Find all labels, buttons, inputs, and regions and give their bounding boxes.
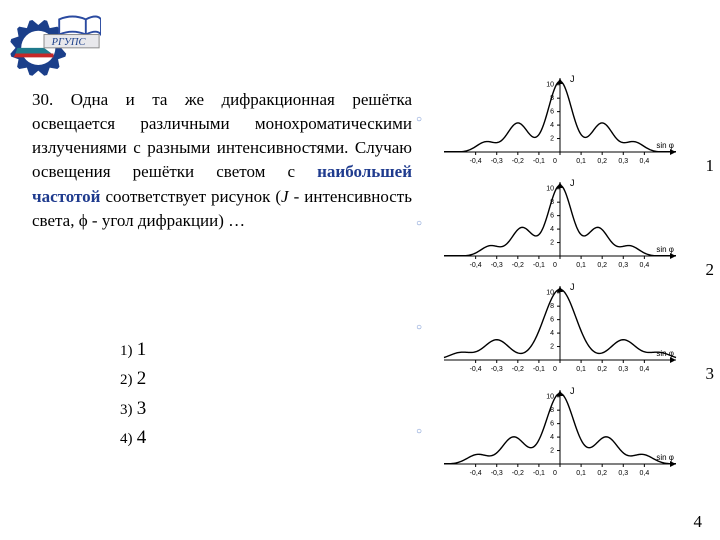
bullet-icon — [416, 114, 424, 122]
svg-text:0: 0 — [553, 470, 557, 477]
svg-text:4: 4 — [550, 226, 554, 233]
svg-text:0,1: 0,1 — [576, 158, 586, 165]
university-logo: РГУПС — [6, 6, 101, 84]
bullet-icon — [416, 322, 424, 330]
svg-text:-0,1: -0,1 — [533, 158, 545, 165]
svg-text:-0,2: -0,2 — [512, 470, 524, 477]
svg-text:10: 10 — [546, 394, 554, 401]
svg-text:-0,4: -0,4 — [470, 158, 482, 165]
svg-text:4: 4 — [550, 122, 554, 129]
svg-text:-0,3: -0,3 — [491, 366, 503, 373]
symbol-phi: ϕ — [79, 211, 88, 230]
svg-text:0,4: 0,4 — [639, 470, 649, 477]
svg-text:8: 8 — [550, 303, 554, 310]
svg-text:-0,1: -0,1 — [533, 262, 545, 269]
answer-option-2: 2) 2 — [120, 364, 146, 393]
graph-number-3: 3 — [706, 364, 715, 384]
bullet-icon — [416, 218, 424, 226]
svg-text:10: 10 — [546, 186, 554, 193]
svg-text:0,4: 0,4 — [639, 158, 649, 165]
svg-text:0,2: 0,2 — [597, 158, 607, 165]
svg-text:-0,4: -0,4 — [470, 262, 482, 269]
svg-text:0,4: 0,4 — [639, 366, 649, 373]
question-text: 30. Одна и та же дифракционная решётка о… — [32, 88, 412, 233]
question-dash2: - угол дифракции) … — [88, 211, 246, 230]
svg-text:2: 2 — [550, 136, 554, 143]
svg-text:-0,2: -0,2 — [512, 158, 524, 165]
svg-text:-0,4: -0,4 — [470, 470, 482, 477]
svg-text:0: 0 — [553, 262, 557, 269]
svg-text:2: 2 — [550, 344, 554, 351]
question-body-2: соответствует рисунок ( — [106, 187, 282, 206]
svg-text:6: 6 — [550, 213, 554, 220]
svg-text:J: J — [570, 282, 575, 292]
page-number: 4 — [694, 512, 703, 532]
svg-text:6: 6 — [550, 317, 554, 324]
svg-text:-0,2: -0,2 — [512, 366, 524, 373]
svg-text:-0,4: -0,4 — [470, 366, 482, 373]
svg-text:10: 10 — [546, 82, 554, 89]
svg-text:0,3: 0,3 — [618, 366, 628, 373]
svg-text:J: J — [570, 178, 575, 188]
svg-text:0,2: 0,2 — [597, 366, 607, 373]
svg-text:0,3: 0,3 — [618, 470, 628, 477]
graph-number-1: 1 — [706, 156, 715, 176]
svg-text:2: 2 — [550, 240, 554, 247]
svg-text:2: 2 — [550, 448, 554, 455]
svg-text:-0,1: -0,1 — [533, 366, 545, 373]
svg-text:6: 6 — [550, 109, 554, 116]
svg-text:0,1: 0,1 — [576, 262, 586, 269]
svg-text:J: J — [570, 386, 575, 396]
svg-text:РГУПС: РГУПС — [51, 37, 87, 48]
graph-row-2: -0,4-0,3-0,2-0,100,10,20,30,4246810sin φ… — [430, 174, 710, 274]
diffraction-graph-1: -0,4-0,3-0,2-0,100,10,20,30,4246810sin φ… — [430, 70, 690, 170]
svg-text:0,3: 0,3 — [618, 158, 628, 165]
graph-row-3: -0,4-0,3-0,2-0,100,10,20,30,4246810sin φ… — [430, 278, 710, 378]
svg-text:0,2: 0,2 — [597, 470, 607, 477]
diffraction-graphs: -0,4 -0,3 -0,2 -0,1 0 0,1 0,2 0,3 0,4 2 4 6 8 10 sin φ… — [430, 70, 710, 486]
answer-option-4: 4) 4 — [120, 423, 146, 452]
svg-text:-0,3: -0,3 — [491, 470, 503, 477]
slide: РГУПС 30. Одна и та же дифракционная реш… — [0, 0, 720, 540]
bullet-icon — [416, 426, 424, 434]
answer-options: 1) 1 2) 2 3) 3 4) 4 — [120, 335, 146, 453]
svg-text:6: 6 — [550, 421, 554, 428]
answer-option-3: 3) 3 — [120, 394, 146, 423]
svg-text:0: 0 — [553, 366, 557, 373]
svg-text:0,2: 0,2 — [597, 262, 607, 269]
svg-text:0,1: 0,1 — [576, 366, 586, 373]
svg-text:-0,3: -0,3 — [491, 158, 503, 165]
svg-text:0,3: 0,3 — [618, 262, 628, 269]
svg-text:0,1: 0,1 — [576, 470, 586, 477]
answer-option-1: 1) 1 — [120, 335, 146, 364]
svg-text:4: 4 — [550, 434, 554, 441]
svg-text:sin φ: sin φ — [656, 245, 674, 254]
logo-svg: РГУПС — [6, 6, 101, 84]
svg-text:-0,1: -0,1 — [533, 470, 545, 477]
graph-number-2: 2 — [706, 260, 715, 280]
svg-text:J: J — [570, 74, 575, 84]
svg-text:-0,2: -0,2 — [512, 262, 524, 269]
diffraction-graph-4: -0,4-0,3-0,2-0,100,10,20,30,4246810sin φ… — [430, 382, 690, 482]
graph-row-4: -0,4-0,3-0,2-0,100,10,20,30,4246810sin φ… — [430, 382, 710, 482]
svg-text:0: 0 — [553, 158, 557, 165]
diffraction-graph-2: -0,4-0,3-0,2-0,100,10,20,30,4246810sin φ… — [430, 174, 690, 274]
graph-row-1: -0,4-0,3-0,2-0,100,10,20,30,4246810sin φ… — [430, 70, 710, 170]
diffraction-graph-3: -0,4-0,3-0,2-0,100,10,20,30,4246810sin φ… — [430, 278, 690, 378]
svg-text:4: 4 — [550, 330, 554, 337]
symbol-J: J — [281, 187, 289, 206]
svg-text:sin φ: sin φ — [656, 141, 674, 150]
svg-text:0,4: 0,4 — [639, 262, 649, 269]
svg-text:-0,3: -0,3 — [491, 262, 503, 269]
question-number: 30. — [32, 90, 53, 109]
